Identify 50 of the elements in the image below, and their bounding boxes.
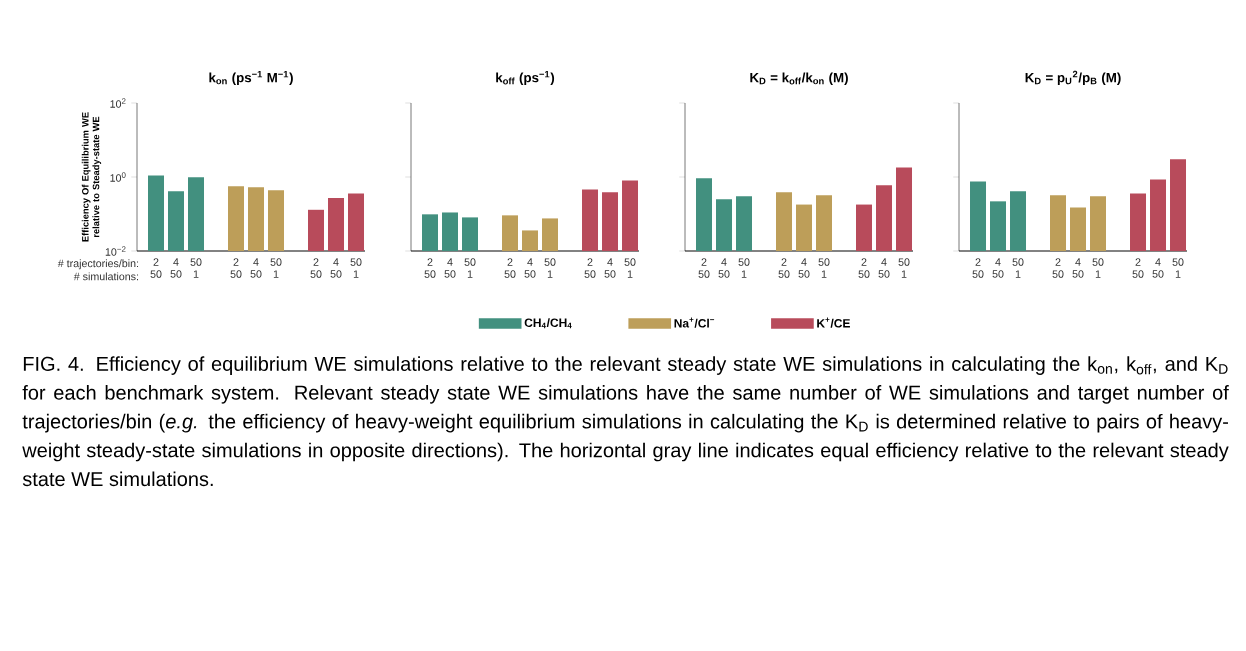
x-tick-label: 4 50 <box>992 258 1004 278</box>
x-tick-label: 50 1 <box>1172 258 1184 278</box>
x-tick-label: 4 50 <box>604 258 616 278</box>
legend-label: K$^{+}$/CE <box>817 317 850 328</box>
x-tick-label: 4 50 <box>718 258 730 278</box>
x-tick-label: 4 50 <box>1152 258 1164 278</box>
x-tick-label: 4 50 <box>878 258 890 278</box>
x-tick-label: 4 50 <box>798 258 810 278</box>
x-tick-label: 2 50 <box>1132 258 1144 278</box>
x-tick-label: 2 50 <box>858 258 870 278</box>
x-tick-label: 2 50 <box>424 258 436 278</box>
x-tick-label: 50 1 <box>1012 258 1024 278</box>
chart-title: k$_{off}$ (ps$^{−1}$) <box>496 70 555 85</box>
x-tick-label: 2 50 <box>584 258 596 278</box>
x-tick-label: 2 50 <box>1052 258 1064 278</box>
x-tick-label: 50 1 <box>350 258 362 278</box>
x-tick-label: 50 1 <box>898 258 910 278</box>
x-tick-label: 4 50 <box>444 258 456 278</box>
y-tick-label: 10$^{2}$ <box>110 98 126 108</box>
x-tick-label: 50 1 <box>1092 258 1104 278</box>
x-tick-label: 2 50 <box>778 258 790 278</box>
x-tick-label: 2 50 <box>698 258 710 278</box>
x-tick-label: 2 50 <box>310 258 322 278</box>
x-tick-label: 4 50 <box>170 258 182 278</box>
x-tick-label: 4 50 <box>330 258 342 278</box>
x-tick-label: 50 1 <box>624 258 636 278</box>
chart-title: K$_{D}$ = k$_{off}$/k$_{on}$ (M) <box>750 72 848 85</box>
x-tick-label: 2 50 <box>150 258 162 278</box>
y-tick-label: 10$^{−2}$ <box>105 246 126 256</box>
x-tick-label: 50 1 <box>544 258 556 278</box>
legend-label: CH$_{4}$/CH$_{4}$ <box>524 318 572 329</box>
x-tick-label: 50 1 <box>190 258 202 278</box>
x-tick-label: 50 1 <box>738 258 750 278</box>
chart-title: K$_{D}$ = p$_{U}$$^{2}$/p$_{B}$ (M) <box>1025 70 1121 85</box>
x-tick-label: 4 50 <box>1072 258 1084 278</box>
legend-label: Na$^{+}$/Cl$^{−}$ <box>674 317 715 328</box>
x-tick-label: 2 50 <box>972 258 984 278</box>
x-tick-label: 2 50 <box>504 258 516 278</box>
text: # trajectories/bin: <box>57 259 139 270</box>
y-tick-label: 10$^{0}$ <box>110 172 126 182</box>
text: FIG. 4. Efficiency of equilibrium WE simulations relative to the relevant steady state WE simulations in calculating the k$_{on}$, k$_{off}$, and K$_{D}$ for each benchmark system. Relevant steady state WE simulations have the same number of WE simulations and target number of trajectories/bin (e.g. the efficiency of heavy-weight equilibrium simulations in calculating the K$_{D}$ is determined relative to pairs of heavy-weight steady-state simulations in opposite directions). The horizontal gray line indicates equal efficiency relative to the relevant steady state WE simulations. <box>22 356 1229 487</box>
chart-title: k$_{on}$ (ps$^{−1}$ M$^{−1}$) <box>209 70 293 85</box>
y-axis-title: Efficiency Of Equilibrium WE relative to Steady-state WE <box>81 112 102 242</box>
x-tick-label: 50 1 <box>270 258 282 278</box>
x-tick-label: 2 50 <box>230 258 242 278</box>
x-tick-label: 50 1 <box>464 258 476 278</box>
x-tick-label: 4 50 <box>524 258 536 278</box>
x-tick-label: 4 50 <box>250 258 262 278</box>
text: # simulations: <box>73 272 139 281</box>
x-tick-label: 50 1 <box>818 258 830 278</box>
